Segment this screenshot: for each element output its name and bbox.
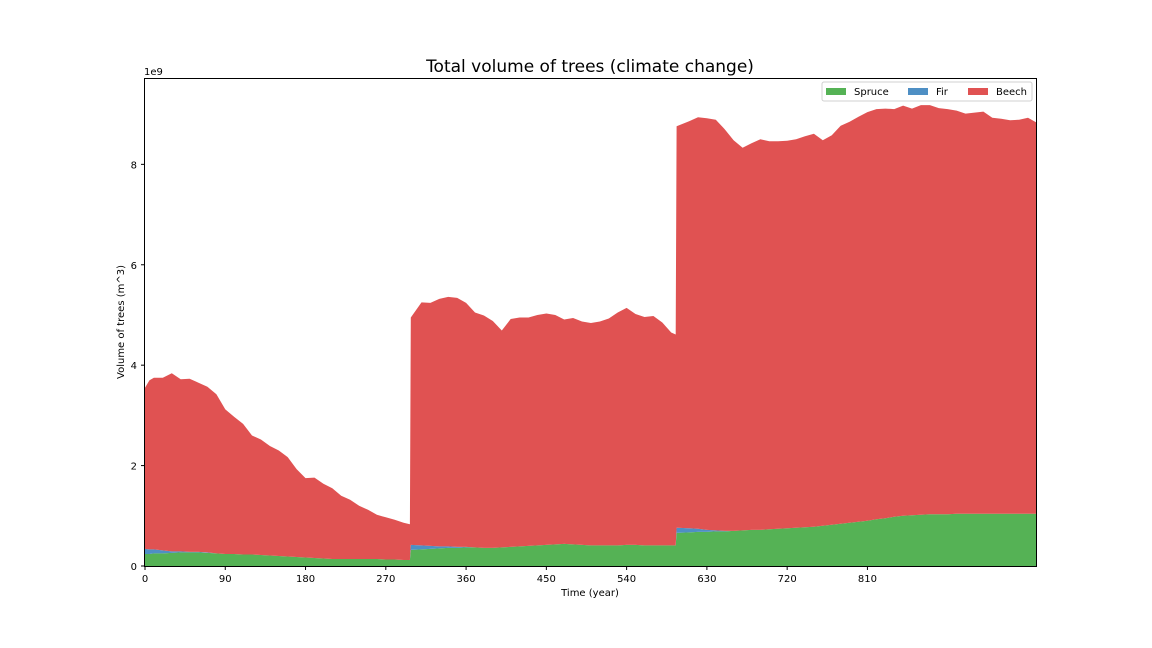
y-tick-label: 2	[131, 462, 137, 473]
x-tick-label: 180	[296, 574, 315, 585]
x-axis-title: Time (year)	[560, 588, 619, 599]
stacked-areas	[145, 105, 1036, 566]
chart-title: Total volume of trees (climate change)	[425, 57, 754, 77]
x-tick-label: 720	[778, 574, 797, 585]
x-tick-label: 360	[457, 574, 476, 585]
legend-swatch-fir	[908, 88, 928, 95]
x-tick-label: 0	[142, 574, 148, 585]
x-tick-label: 540	[617, 574, 636, 585]
x-tick-label: 90	[219, 574, 232, 585]
area-beech	[145, 105, 1036, 560]
y-tick-label: 6	[131, 261, 137, 272]
x-axis: 0 90 180 270 360 450 540 630 720 810	[142, 566, 877, 585]
legend-label-spruce: Spruce	[854, 87, 889, 98]
x-tick-label: 810	[858, 574, 877, 585]
legend-swatch-spruce	[826, 88, 846, 95]
y-axis: 0 2 4 6 8	[131, 160, 145, 573]
y-tick-label: 4	[131, 361, 137, 372]
legend-label-fir: Fir	[936, 87, 949, 98]
legend: Spruce Fir Beech	[821, 81, 1033, 102]
x-tick-label: 630	[697, 574, 716, 585]
y-tick-label: 0	[131, 562, 137, 573]
plot-frame	[144, 78, 1037, 567]
x-tick-label: 450	[537, 574, 556, 585]
legend-label-beech: Beech	[996, 87, 1027, 98]
area-spruce	[145, 513, 1036, 566]
legend-swatch-beech	[968, 88, 988, 95]
x-tick-label: 270	[376, 574, 395, 585]
y-offset-label: 1e9	[144, 67, 163, 78]
y-axis-title: Volume of trees (m^3)	[116, 265, 127, 379]
y-tick-label: 8	[131, 160, 137, 171]
